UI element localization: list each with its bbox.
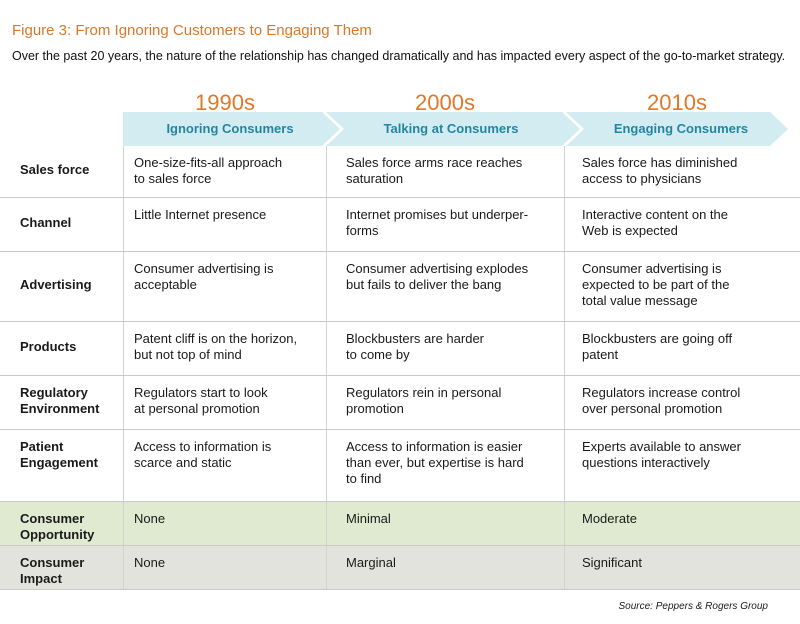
- table-cell: Interactive content on the Web is expect…: [582, 207, 728, 238]
- column-divider: [326, 502, 327, 545]
- table-cell: Consumer advertising is expected to be p…: [582, 261, 730, 308]
- column-divider: [123, 376, 124, 429]
- column-divider: [564, 252, 565, 321]
- table-row: Consumer Opportunity None Minimal Moderate: [0, 502, 800, 546]
- row-label: Products: [20, 339, 77, 354]
- column-divider: [123, 198, 124, 251]
- column-divider: [564, 502, 565, 545]
- stage-arrow-2: [326, 112, 580, 146]
- table-cell: None: [134, 555, 166, 570]
- column-divider: [123, 430, 124, 501]
- table-cell: Regulators rein in personal promotion: [346, 385, 502, 416]
- stage-label-talking: Talking at Consumers: [383, 121, 519, 136]
- table-cell: Blockbusters are harder to come by: [346, 331, 485, 362]
- table-row: Regulatory Environment Regulators start t…: [0, 376, 800, 430]
- stage-label-ignoring: Ignoring Consumers: [166, 121, 294, 136]
- figure-title: Figure 3: From Ignoring Customers to Eng…: [12, 22, 372, 39]
- column-divider: [326, 252, 327, 321]
- table-row: Consumer Impact None Marginal Significant: [0, 546, 800, 590]
- table-cell: Little Internet presence: [134, 207, 267, 222]
- table-cell: Regulators start to look at personal pro…: [134, 385, 268, 416]
- row-label: Consumer Opportunity: [20, 511, 95, 542]
- column-divider: [326, 376, 327, 429]
- column-divider: [123, 322, 124, 375]
- table-row: Channel Little Internet presence Internet …: [0, 198, 800, 252]
- table-row: Advertising Consumer advertising is accep…: [0, 252, 800, 322]
- stage-label-engaging: Engaging Consumers: [613, 121, 749, 136]
- table-cell: Consumer advertising is acceptable: [134, 261, 274, 292]
- decade-2000s: 2000s: [415, 90, 475, 115]
- column-divider: [326, 546, 327, 589]
- table-cell: Patent cliff is on the horizon, but not …: [134, 331, 298, 362]
- row-label: Patient Engagement: [20, 439, 99, 470]
- table-cell: Minimal: [346, 511, 391, 526]
- table-cell: Marginal: [346, 555, 396, 570]
- figure-subtitle: Over the past 20 years, the nature of th…: [12, 49, 786, 63]
- row-label: Consumer Impact: [20, 555, 85, 586]
- table-cell: Access to information is scarce and stat…: [134, 439, 272, 470]
- table-cell: Sales force arms race reaches saturation: [346, 155, 523, 186]
- table-cell: Sales force has diminished access to phy…: [582, 155, 738, 186]
- table-cell: Experts available to answer questions in…: [582, 439, 741, 470]
- column-divider: [123, 146, 124, 197]
- column-divider: [326, 430, 327, 501]
- row-label: Sales force: [20, 162, 90, 177]
- table-row: Sales force One-size-fits-all approach to…: [0, 146, 800, 198]
- column-divider: [123, 546, 124, 589]
- column-divider: [564, 376, 565, 429]
- decade-1990s: 1990s: [195, 90, 255, 115]
- source-note: Source: Peppers & Rogers Group: [618, 601, 768, 612]
- row-label: Regulatory Environment: [20, 385, 100, 416]
- column-divider: [123, 252, 124, 321]
- table-cell: One-size-fits-all approach to sales forc…: [134, 155, 283, 186]
- table-cell: Regulators increase control over persona…: [582, 385, 741, 416]
- table-cell: Moderate: [582, 511, 637, 526]
- stage-arrow-3: [566, 112, 788, 146]
- table-cell: Access to information is easier than eve…: [346, 439, 524, 486]
- column-divider: [326, 198, 327, 251]
- table-cell: Significant: [582, 555, 642, 570]
- decade-2010s: 2010s: [647, 90, 707, 115]
- table-cell: Consumer advertising explodes but fails …: [346, 261, 529, 292]
- table-cell: None: [134, 511, 166, 526]
- column-divider: [564, 430, 565, 501]
- table-row: Products Patent cliff is on the horizon, …: [0, 322, 800, 376]
- column-divider: [564, 546, 565, 589]
- column-divider: [326, 322, 327, 375]
- column-divider: [564, 322, 565, 375]
- column-divider: [326, 146, 327, 197]
- table-row: Patient Engagement Access to information …: [0, 430, 800, 502]
- row-label: Channel: [20, 215, 72, 230]
- table-cell: Internet promises but underper- forms: [346, 207, 529, 238]
- column-divider: [123, 502, 124, 545]
- stage-arrow-1: [123, 112, 340, 146]
- column-divider: [564, 198, 565, 251]
- stage-arrows: [123, 112, 788, 146]
- column-divider: [564, 146, 565, 197]
- row-label: Advertising: [20, 277, 92, 292]
- table-cell: Blockbusters are going off patent: [582, 331, 733, 362]
